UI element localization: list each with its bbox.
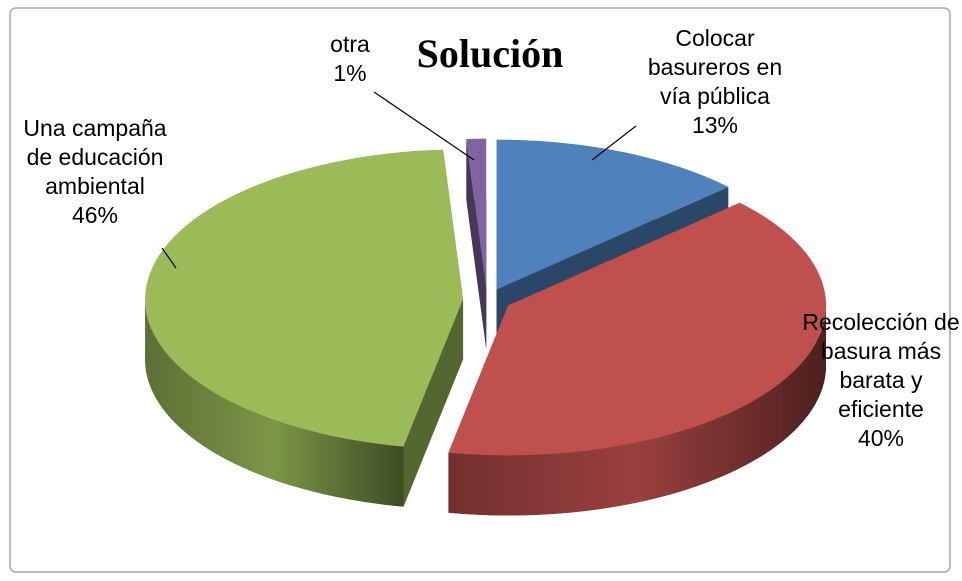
data-label: Una campaña de educación ambiental 46% (10, 114, 180, 230)
label-value: 46% (71, 202, 119, 228)
leader-line (591, 125, 637, 161)
label-category: Una campaña de educación ambiental (23, 115, 167, 199)
label-category: otra (330, 31, 370, 57)
slice-side (466, 138, 487, 349)
leader-line (373, 91, 475, 161)
data-label: otra 1% (310, 30, 390, 88)
leader-line (161, 247, 177, 269)
label-category: Colocar basureros en vía pública (647, 25, 783, 109)
label-category: Recolección de basura más barata y efici… (802, 309, 960, 422)
label-value: 1% (333, 60, 367, 86)
slice-wall (448, 305, 827, 516)
pie-slice (466, 138, 487, 289)
slice-side (403, 299, 464, 507)
label-value: 13% (691, 112, 739, 138)
pie-slice (448, 202, 827, 456)
data-label: Colocar basureros en vía pública 13% (630, 24, 800, 140)
pie-slice (145, 149, 464, 447)
label-value: 40% (857, 425, 905, 451)
pie (145, 138, 827, 516)
slice-wall (145, 299, 404, 507)
pie-slice (496, 139, 729, 290)
data-label: Recolección de basura más barata y efici… (796, 308, 962, 453)
chart-title: Solución (416, 31, 564, 76)
